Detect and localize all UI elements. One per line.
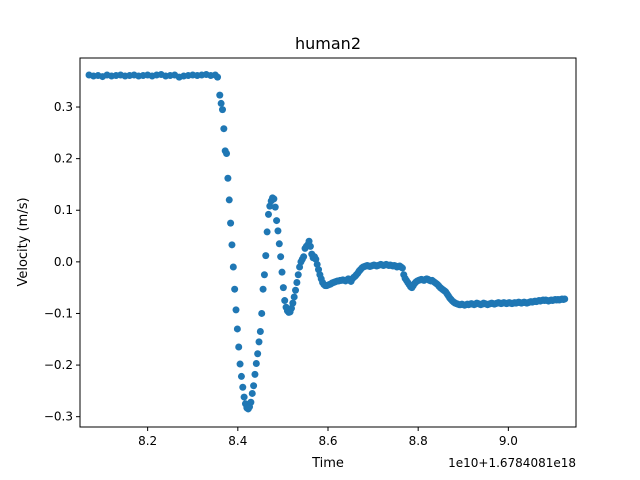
y-axis-label: Velocity (m/s) [16,197,31,286]
data-points [85,71,569,413]
data-point [289,299,297,307]
chart-title: human2 [295,34,361,53]
data-point [275,240,283,248]
y-axis-ticks: −0.3 −0.2 −0.1 0.0 0.1 0.2 0.3 [44,100,80,424]
data-point [263,228,271,236]
data-point [264,210,272,218]
data-point [220,125,228,133]
data-point [270,195,278,203]
data-point [228,241,236,249]
data-point [232,306,240,314]
y-tick-label: 0.2 [54,152,73,166]
data-point [274,227,282,235]
data-point [247,398,255,406]
data-point [214,73,222,81]
data-point [260,271,268,279]
data-point [252,360,260,368]
data-point [216,91,224,99]
data-point [227,219,235,227]
data-point [233,325,241,333]
data-point [281,297,289,305]
data-point [251,370,259,378]
data-point [398,264,406,272]
data-point [229,263,237,271]
x-tick-label: 8.2 [138,434,157,448]
y-tick-label: −0.2 [44,358,73,372]
data-point [248,389,256,397]
data-point [277,253,285,261]
data-point [235,343,243,351]
x-tick-label: 9.0 [499,434,518,448]
data-point [258,309,266,317]
data-point [300,253,308,261]
data-point [240,393,248,401]
data-point [293,279,301,286]
data-point [236,360,244,368]
data-point [254,350,262,358]
data-point [294,271,302,279]
x-axis-label: Time [311,456,344,471]
data-point [259,285,267,293]
data-point [237,372,245,380]
x-tick-label: 8.4 [228,434,247,448]
data-point [239,383,247,391]
x-tick-label: 8.6 [318,434,337,448]
data-point [290,293,298,301]
x-tick-label: 8.8 [409,434,428,448]
y-tick-label: 0.0 [54,255,73,269]
data-point [231,285,239,293]
y-tick-label: −0.3 [44,410,73,424]
y-tick-label: 0.1 [54,203,73,217]
data-point [306,242,314,250]
data-point [224,174,232,182]
data-point [256,328,264,336]
data-point [271,203,279,211]
data-point [225,196,233,204]
x-axis-ticks: 8.2 8.4 8.6 8.8 9.0 [138,427,518,448]
data-point [255,338,263,346]
data-point [292,286,300,294]
data-point [223,149,231,157]
y-tick-label: 0.3 [54,100,73,114]
data-point [218,106,226,114]
data-point [217,99,225,107]
data-point [250,382,258,390]
data-point [279,284,287,292]
data-point [273,217,281,225]
data-point [561,295,569,303]
x-axis-offset-label: 1e10+1.6784081e18 [448,456,576,470]
data-point [262,252,270,260]
y-tick-label: −0.1 [44,306,73,320]
data-point [278,268,286,276]
